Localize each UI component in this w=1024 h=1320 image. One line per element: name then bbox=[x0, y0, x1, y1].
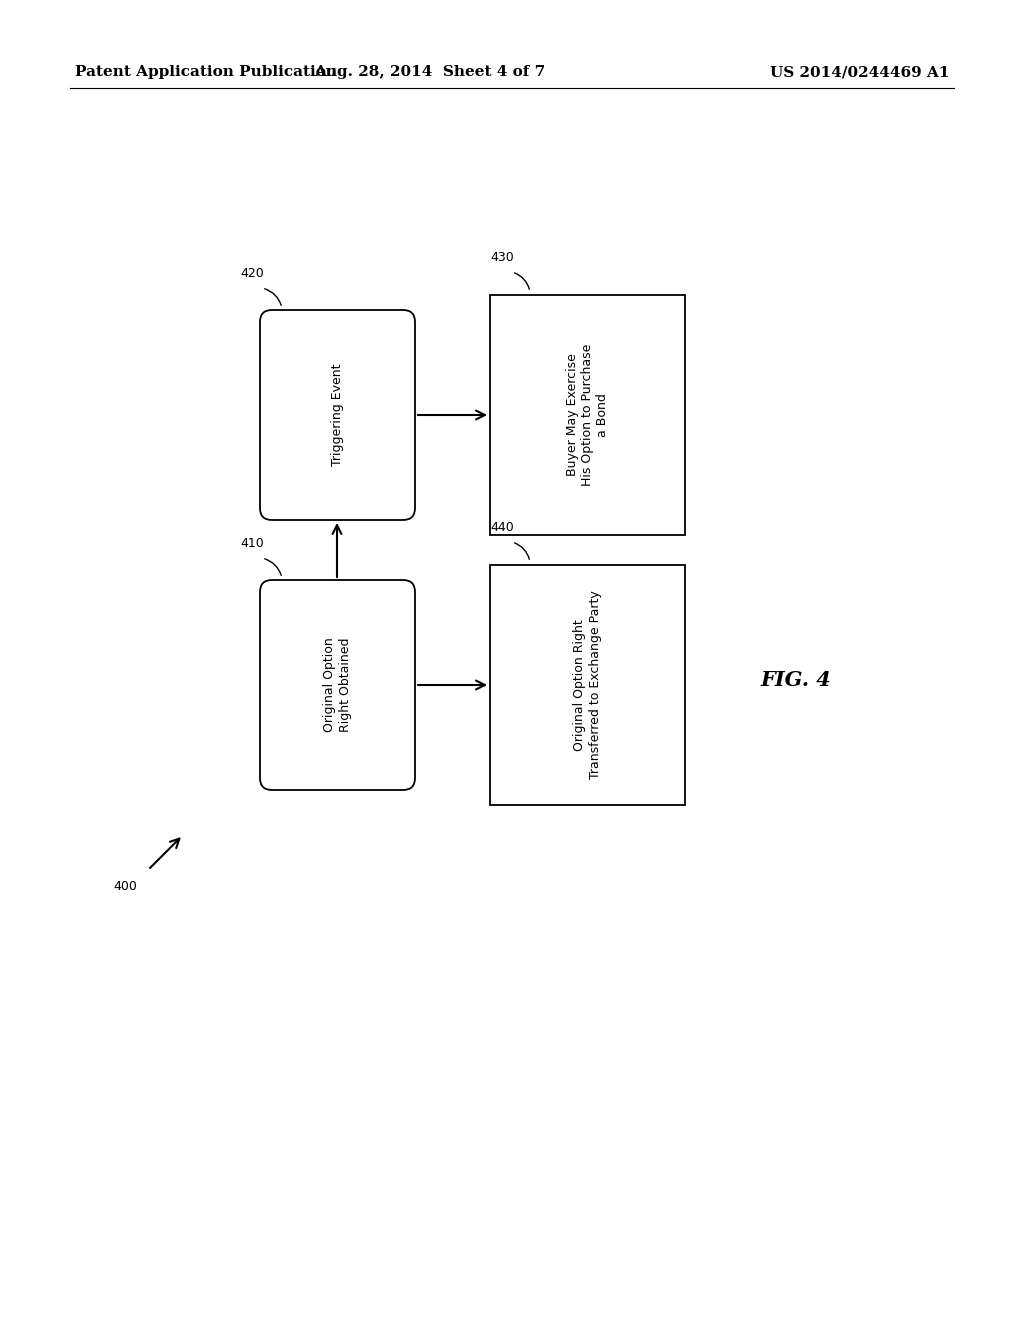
Text: Patent Application Publication: Patent Application Publication bbox=[75, 65, 337, 79]
FancyBboxPatch shape bbox=[260, 579, 415, 789]
Text: Original Option Right
Transferred to Exchange Party: Original Option Right Transferred to Exc… bbox=[573, 590, 601, 779]
Text: Buyer May Exercise
His Option to Purchase
a Bond: Buyer May Exercise His Option to Purchas… bbox=[566, 343, 609, 486]
Text: 410: 410 bbox=[240, 537, 264, 550]
Text: Triggering Event: Triggering Event bbox=[331, 364, 344, 466]
Text: Aug. 28, 2014  Sheet 4 of 7: Aug. 28, 2014 Sheet 4 of 7 bbox=[314, 65, 546, 79]
Text: 400: 400 bbox=[113, 880, 137, 894]
Bar bbox=[490, 565, 685, 805]
Text: FIG. 4: FIG. 4 bbox=[760, 671, 830, 690]
Bar bbox=[490, 294, 685, 535]
Text: 430: 430 bbox=[490, 251, 514, 264]
FancyBboxPatch shape bbox=[260, 310, 415, 520]
Text: 440: 440 bbox=[490, 521, 514, 535]
Text: US 2014/0244469 A1: US 2014/0244469 A1 bbox=[770, 65, 950, 79]
Text: 420: 420 bbox=[240, 267, 264, 280]
Text: Original Option
Right Obtained: Original Option Right Obtained bbox=[324, 638, 351, 733]
